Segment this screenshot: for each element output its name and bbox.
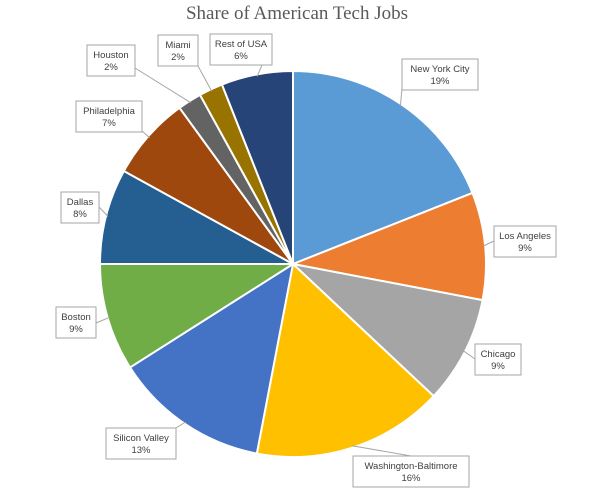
- leader-line: [175, 421, 186, 429]
- data-label-value: 9%: [69, 324, 83, 335]
- slices-layer: [98, 69, 487, 458]
- data-label-value: 19%: [430, 76, 450, 87]
- data-label-box: [493, 225, 557, 258]
- data-label-name: Dallas: [67, 197, 94, 208]
- data-label-name: Washington-Baltimore: [364, 461, 457, 472]
- data-label-box: [60, 191, 100, 224]
- leader-line: [462, 350, 476, 360]
- data-label-name: Los Angeles: [499, 231, 551, 242]
- data-label-box: [474, 343, 522, 376]
- leader-line: [134, 67, 191, 104]
- pie-slice-dallas: [98, 169, 294, 265]
- pie-slice-silicon-valley: [128, 261, 295, 455]
- data-label-value: 13%: [131, 445, 151, 456]
- data-label-box: [401, 58, 479, 91]
- data-label-box: [157, 34, 199, 67]
- data-label-box: [105, 427, 177, 460]
- leader-line: [197, 65, 213, 92]
- data-label-box: [209, 33, 273, 66]
- data-label-value: 16%: [401, 473, 421, 484]
- leader-line: [256, 64, 263, 77]
- leader-line: [141, 130, 151, 139]
- leader-line: [482, 240, 495, 247]
- leader-line: [95, 316, 110, 324]
- data-label-value: 9%: [491, 361, 505, 372]
- data-label-box: [55, 306, 97, 339]
- data-label-name: Rest of USA: [215, 39, 268, 50]
- data-label-value: 9%: [518, 243, 532, 254]
- data-label-name: Chicago: [481, 349, 516, 360]
- data-label-name: Silicon Valley: [113, 433, 169, 444]
- data-label-value: 2%: [171, 52, 185, 63]
- data-label-value: 7%: [102, 118, 116, 129]
- data-label-name: Houston: [93, 50, 128, 61]
- leader-line: [98, 206, 109, 217]
- data-label-value: 8%: [73, 209, 87, 220]
- data-label-name: Philadelphia: [83, 106, 135, 117]
- pie-slice-rest-of-usa: [220, 69, 294, 265]
- leader-lines-layer: [95, 64, 495, 457]
- chart-title: Share of American Tech Jobs: [185, 3, 409, 24]
- pie-slice-los-angeles: [289, 191, 487, 302]
- pie-slice-washington-baltimore: [255, 262, 436, 458]
- data-label-box: [352, 455, 470, 488]
- data-label-box: [75, 100, 143, 133]
- data-label-name: Miami: [165, 40, 190, 51]
- data-label-value: 2%: [104, 62, 118, 73]
- pie-slice-new-york-city: [292, 69, 474, 266]
- leader-line: [399, 87, 403, 107]
- data-label-value: 6%: [234, 51, 248, 62]
- data-label-name: Boston: [61, 312, 91, 323]
- data-label-box: [86, 44, 136, 77]
- data-label-name: New York City: [410, 64, 469, 75]
- leader-line: [351, 445, 412, 457]
